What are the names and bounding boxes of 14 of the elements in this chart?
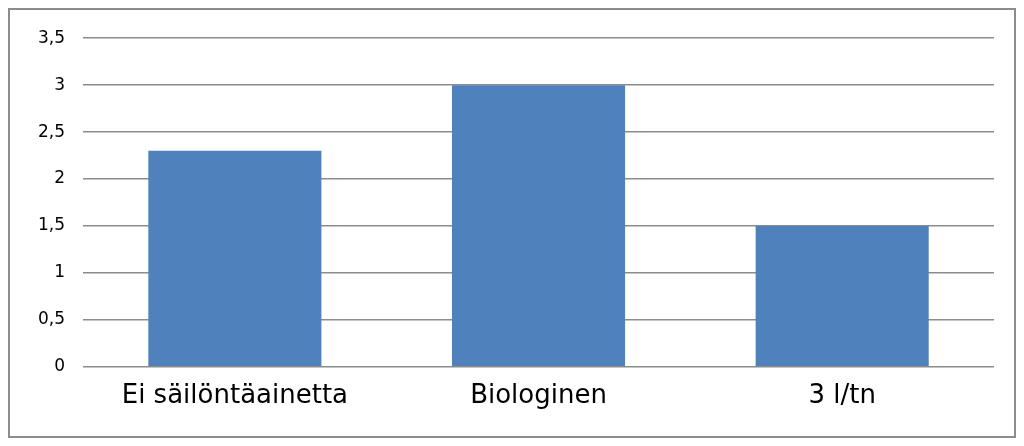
x-tick-label: 3 l/tn — [808, 379, 876, 410]
y-tick-label: 3,5 — [37, 26, 66, 47]
y-tick-label: 0 — [54, 355, 66, 376]
bar — [755, 225, 929, 367]
y-tick-label: 1,5 — [37, 214, 66, 235]
y-tick-label: 3 — [54, 73, 66, 94]
x-tick-label: Ei säilöntäainetta — [121, 379, 349, 410]
y-tick-label: 0,5 — [37, 308, 66, 329]
x-tick-label: Biologinen — [470, 379, 607, 410]
bar — [148, 150, 322, 367]
bar — [451, 85, 626, 367]
y-tick-label: 2 — [54, 167, 66, 188]
y-tick-label: 2,5 — [37, 120, 66, 141]
y-tick-label: 1 — [54, 261, 66, 282]
